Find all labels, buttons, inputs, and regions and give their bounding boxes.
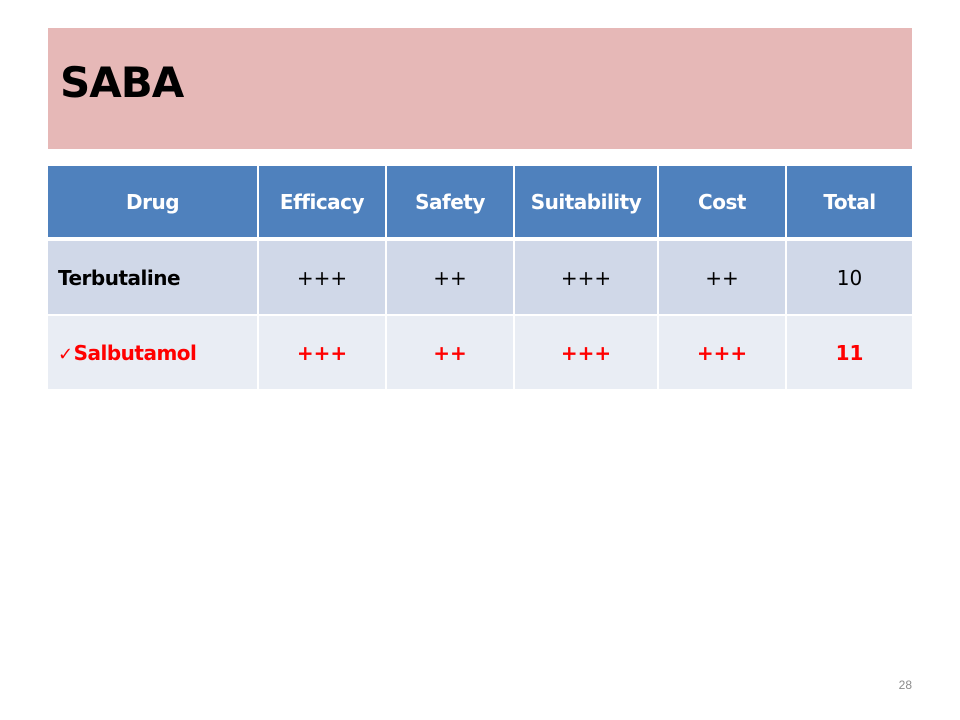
- header-cost: Cost: [658, 166, 787, 241]
- suitability-cell: +++: [514, 315, 659, 391]
- header-safety: Safety: [386, 166, 515, 241]
- slide-title: SABA: [60, 58, 184, 107]
- header-efficacy: Efficacy: [258, 166, 387, 241]
- efficacy-cell: +++: [258, 239, 387, 316]
- title-bar: SABA: [48, 28, 912, 149]
- safety-cell: ++: [386, 315, 515, 391]
- header-suitability: Suitability: [514, 166, 659, 241]
- safety-cell: ++: [386, 239, 515, 316]
- table-row-selected: ✓Salbutamol +++ ++ +++ +++ 11: [48, 315, 912, 391]
- header-total: Total: [786, 166, 912, 241]
- check-icon: ✓: [58, 343, 73, 365]
- table-header-row: Drug Efficacy Safety Suitability Cost To…: [48, 166, 912, 241]
- comparison-table: Drug Efficacy Safety Suitability Cost To…: [48, 166, 912, 391]
- total-cell: 10: [786, 239, 912, 316]
- cost-cell: ++: [658, 239, 787, 316]
- drug-cell: Terbutaline: [48, 239, 259, 316]
- header-drug: Drug: [48, 166, 259, 241]
- efficacy-cell: +++: [258, 315, 387, 391]
- table-row: Terbutaline +++ ++ +++ ++ 10: [48, 239, 912, 316]
- cost-cell: +++: [658, 315, 787, 391]
- page-number: 28: [898, 678, 912, 692]
- suitability-cell: +++: [514, 239, 659, 316]
- total-cell: 11: [786, 315, 912, 391]
- drug-name: Salbutamol: [73, 340, 197, 365]
- drug-cell: ✓Salbutamol: [48, 315, 259, 391]
